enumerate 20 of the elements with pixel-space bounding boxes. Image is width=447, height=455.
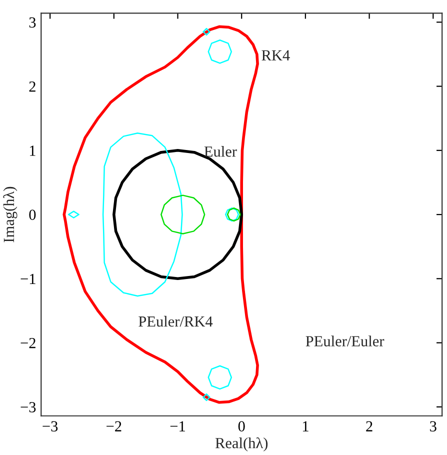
- x-tick-label: 1: [302, 421, 308, 432]
- x-axis-title: Real(hλ): [215, 437, 268, 452]
- annotation: PEuler/Euler: [306, 336, 384, 346]
- y-tick-label: −2: [20, 338, 36, 348]
- y-tick-label: 1: [30, 146, 36, 156]
- y-axis-title: Imag(hλ): [3, 186, 18, 242]
- x-tick-label: 3: [430, 421, 436, 432]
- x-tick-label: −1: [170, 421, 185, 432]
- y-tick-label: −3: [20, 402, 36, 412]
- annotation: PEuler/RK4: [138, 316, 213, 327]
- y-tick-label: 0: [29, 210, 36, 220]
- x-tick-label: −3: [42, 421, 58, 432]
- x-tick-label: −2: [106, 421, 122, 432]
- x-tick-label: 0: [238, 421, 245, 432]
- annotation: Euler: [204, 146, 237, 157]
- y-tick-label: 3: [29, 17, 36, 28]
- x-tick-label: 2: [366, 421, 372, 432]
- annotation: RK4: [262, 50, 290, 60]
- y-tick-label: 2: [29, 81, 36, 92]
- y-tick-label: −1: [20, 274, 36, 284]
